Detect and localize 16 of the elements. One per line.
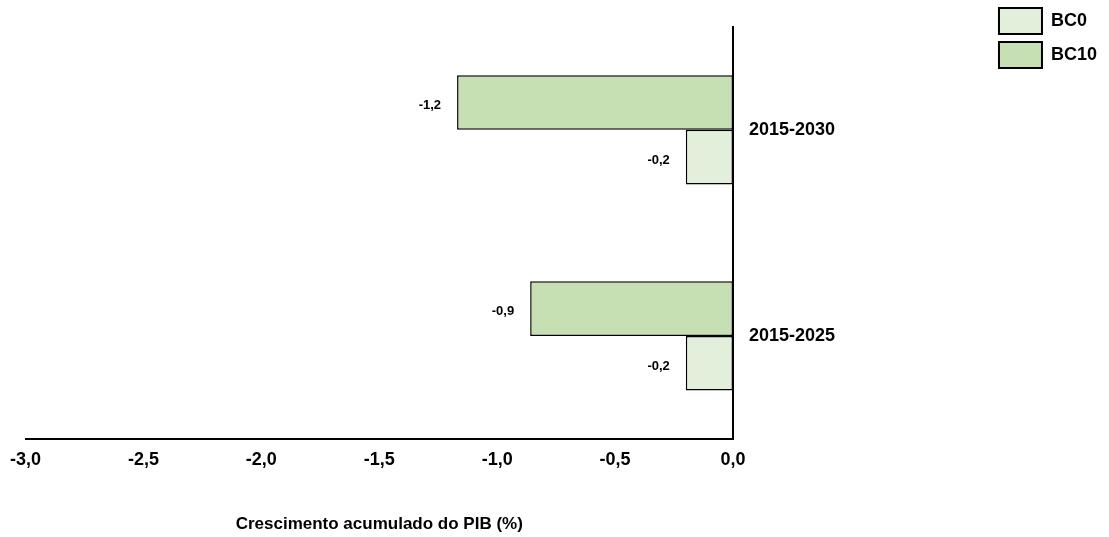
- x-tick-label: -0,5: [599, 448, 631, 469]
- x-axis-title: Crescimento acumulado do PIB (%): [235, 514, 523, 534]
- x-tick-label: -1,0: [481, 448, 513, 469]
- data-label: -1,2: [418, 97, 442, 113]
- data-label: -0,2: [647, 357, 670, 373]
- legend-label: BC10: [1050, 43, 1098, 64]
- legend-label: BC0: [1050, 9, 1087, 30]
- data-label: -0,2: [647, 151, 670, 167]
- x-tick-label: -1,5: [363, 448, 395, 469]
- x-tick-label: 0,0: [720, 448, 746, 469]
- x-tick-label: -2,5: [127, 448, 159, 469]
- x-tick-label: -3,0: [9, 448, 42, 469]
- x-tick-label: -2,0: [245, 448, 277, 469]
- data-label: -0,9: [491, 303, 515, 319]
- y-tick-label: 2015-2030: [748, 118, 836, 139]
- y-tick-label: 2015-2025: [748, 324, 836, 345]
